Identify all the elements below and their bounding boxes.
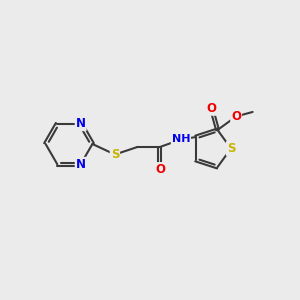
Text: N: N — [76, 117, 86, 130]
Text: O: O — [231, 110, 241, 123]
Text: O: O — [155, 163, 165, 176]
Text: NH: NH — [172, 134, 190, 145]
Text: S: S — [227, 142, 235, 155]
Text: S: S — [111, 148, 119, 161]
Text: N: N — [76, 158, 86, 171]
Text: O: O — [206, 102, 217, 115]
